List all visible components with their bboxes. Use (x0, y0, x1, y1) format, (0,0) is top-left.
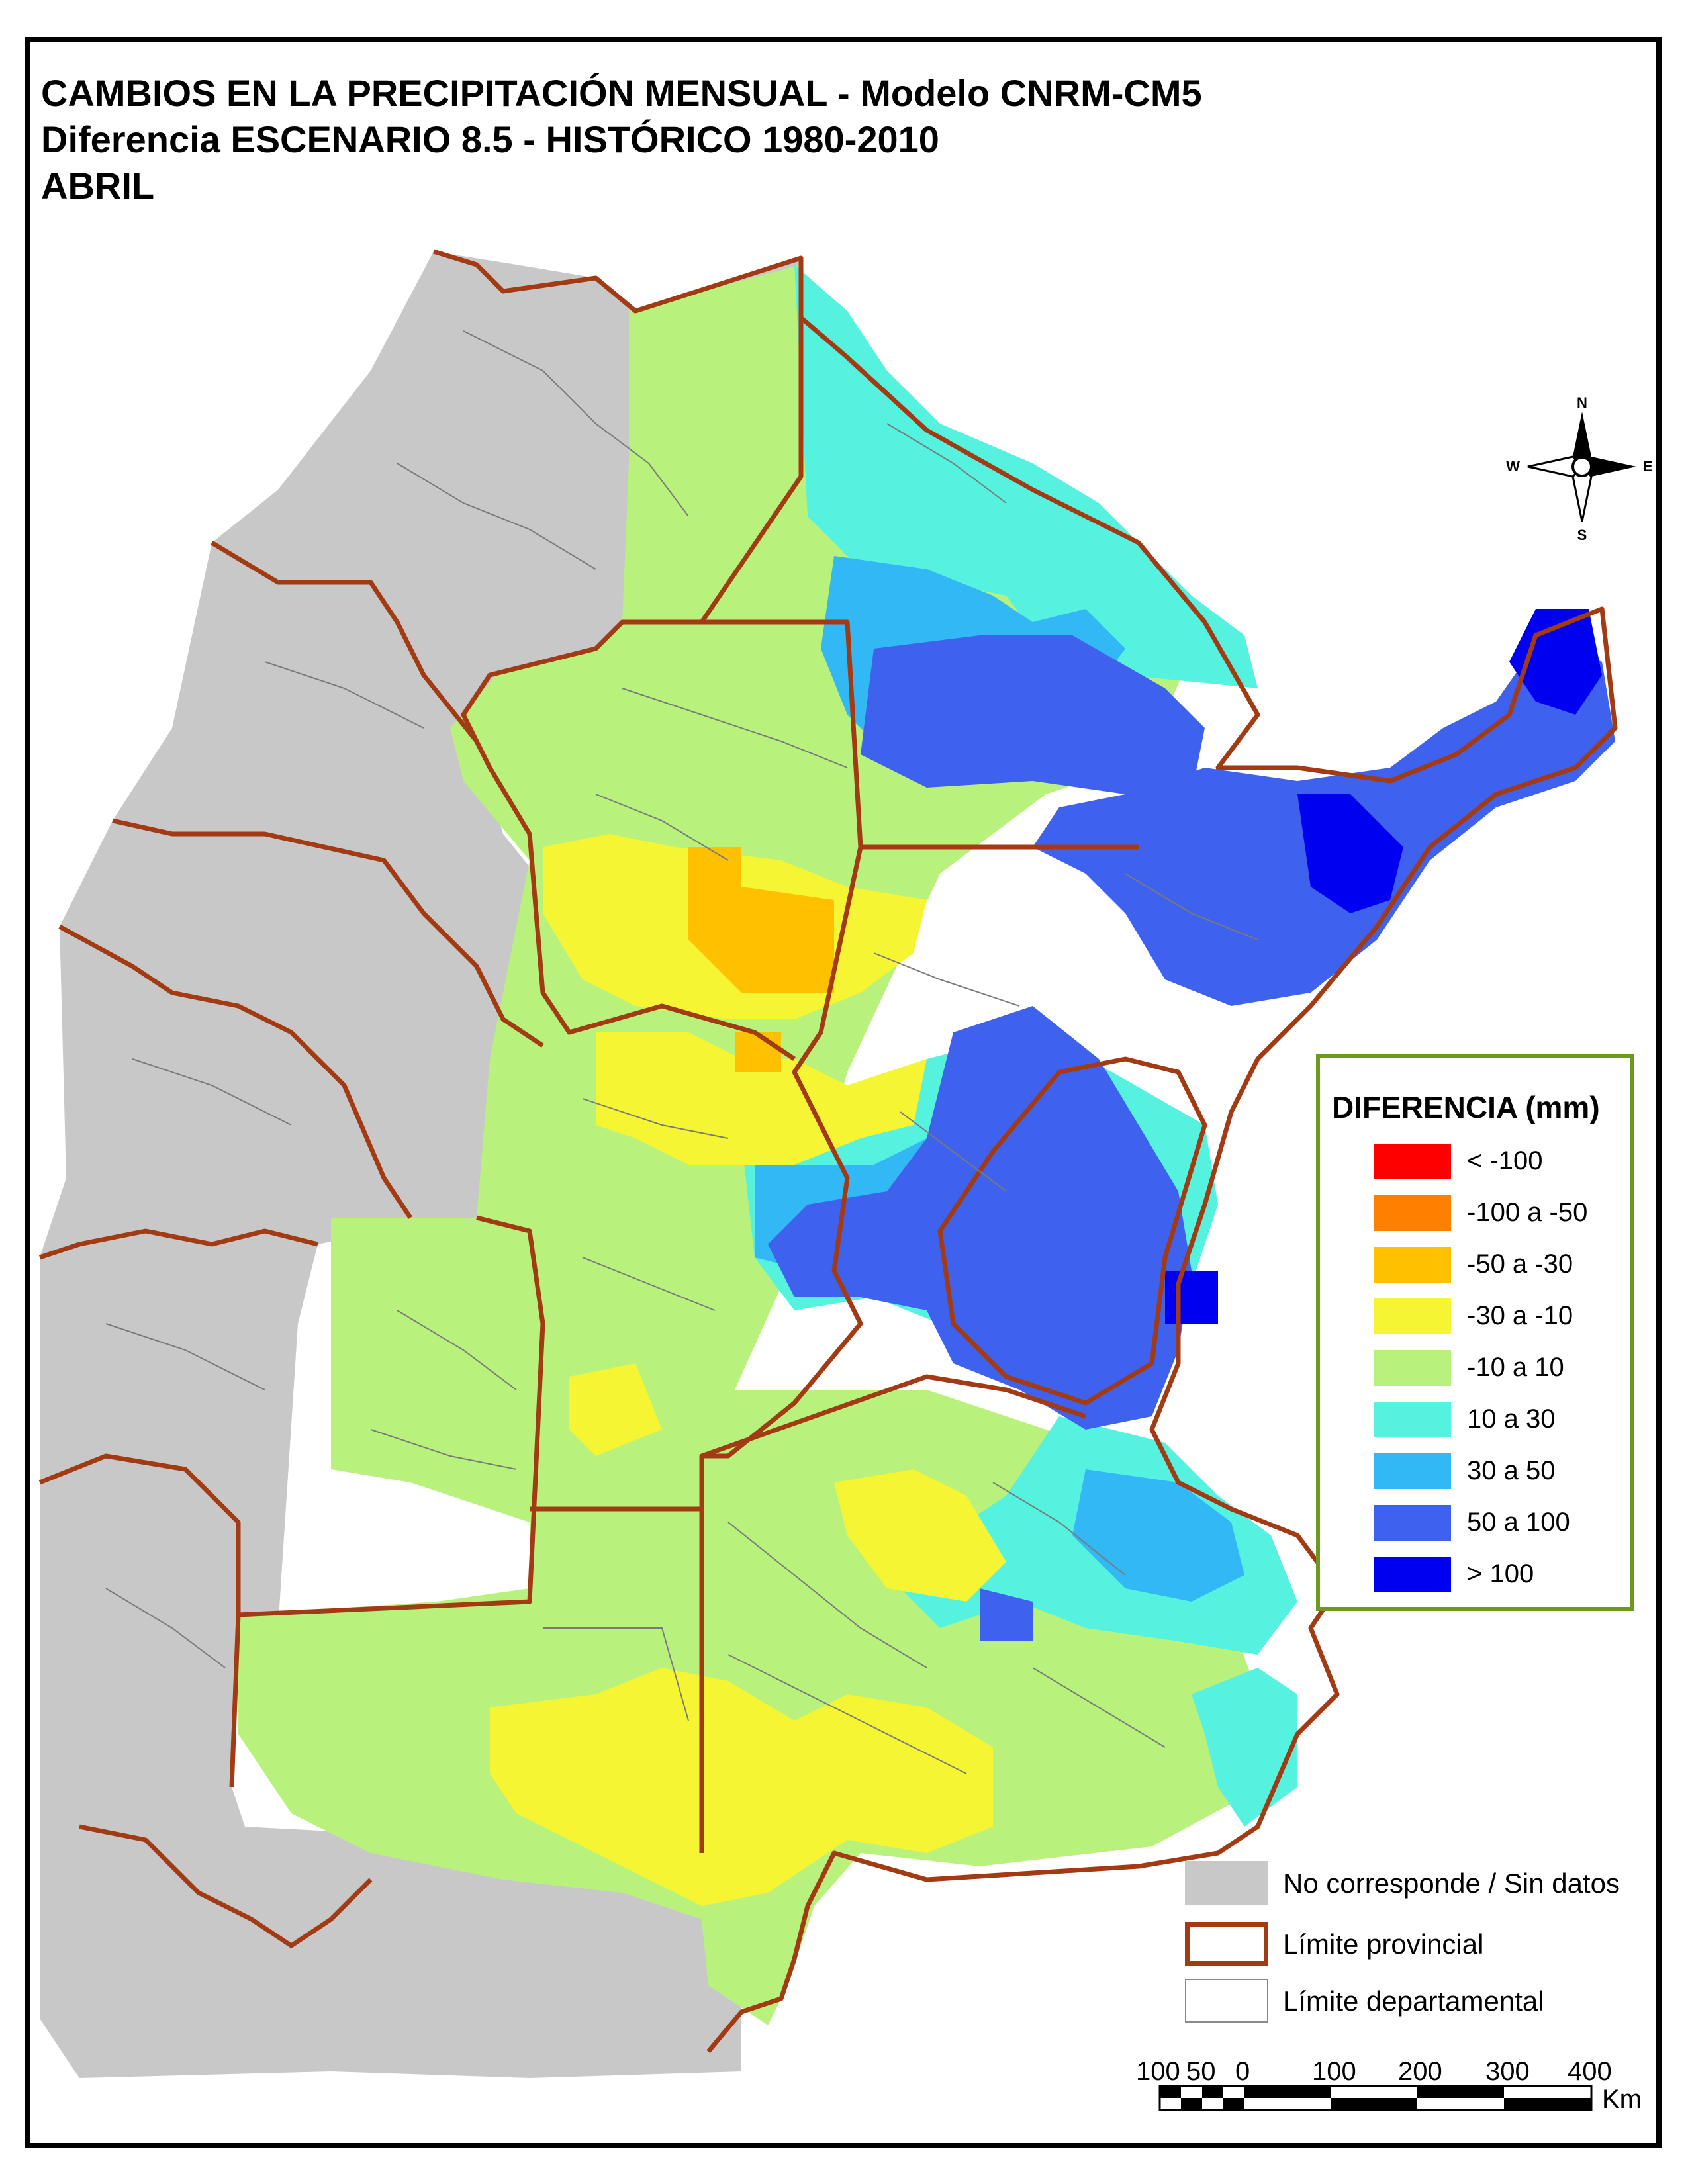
legend-swatch (1374, 1453, 1451, 1489)
province-limit-river (937, 1056, 1207, 1406)
region-10-to-30-south (1192, 1668, 1297, 1827)
province-limit-west-4 (38, 1228, 318, 1260)
legend-swatch (1374, 1144, 1451, 1179)
region-30-to-50-east (1072, 1469, 1244, 1602)
region-over-100-centre (1165, 1271, 1218, 1324)
region-over-100-tip (1509, 609, 1602, 715)
region-50-to-100-south (980, 1588, 1033, 1641)
province-limit-north-west (432, 249, 804, 1061)
legend-swatch (1374, 1402, 1451, 1437)
map-titles: CAMBIOS EN LA PRECIPITACIÓN MENSUAL - Mo… (41, 70, 1202, 209)
legend-panel: DIFERENCIA (mm) < -100 -100 a -50 -50 a … (1316, 1054, 1634, 1611)
region-minus30-to-minus10-east (834, 1469, 1006, 1602)
map-title-line-1: CAMBIOS EN LA PRECIPITACIÓN MENSUAL - Mo… (41, 72, 1202, 114)
scale-label-300: 300 (1485, 2057, 1530, 2086)
scale-bar (1158, 2085, 1593, 2111)
no-data-area (40, 251, 801, 2078)
legend-swatch (1374, 1298, 1451, 1334)
legend-swatch (1374, 1505, 1451, 1541)
scale-label-400: 400 (1568, 2057, 1612, 2086)
province-limit-west-2 (112, 818, 544, 1048)
compass-e-label: E (1643, 458, 1653, 475)
region-minus30-to-minus10-south (490, 1668, 993, 1906)
scale-label-0: 0 (1235, 2057, 1250, 2086)
legend-label: -10 a 10 (1467, 1353, 1564, 1382)
legend-swatch (1374, 1195, 1451, 1231)
scale-label-100-left: 100 (1136, 2057, 1180, 2086)
legend-label: -100 a -50 (1467, 1198, 1588, 1227)
scale-label-50: 50 (1186, 2057, 1216, 2086)
key-department-limit-label: Límite departamental (1283, 1985, 1544, 2017)
region-minus50-to-minus30 (688, 847, 834, 993)
legend-swatch (1374, 1557, 1451, 1592)
province-limit-west-3 (58, 924, 412, 1219)
legend-label: 50 a 100 (1467, 1508, 1570, 1537)
province-limit-east-coast (706, 316, 1618, 2054)
legend-title: DIFERENCIA (mm) (1332, 1090, 1600, 1124)
department-limits (105, 330, 1258, 1774)
region-50-to-100-north (861, 635, 1205, 794)
key-province-limit-swatch (1185, 1922, 1268, 1966)
province-limits (38, 249, 1618, 2054)
scale-label-200: 200 (1398, 2057, 1442, 2086)
legend-label: -30 a -10 (1467, 1301, 1573, 1330)
province-limit-centre-west (229, 1215, 545, 1788)
key-no-data-label: No corresponde / Sin datos (1283, 1868, 1620, 1899)
key-department-limit-swatch (1185, 1979, 1268, 2023)
legend-label: -50 a -30 (1467, 1250, 1573, 1279)
compass-w-label: W (1506, 458, 1520, 475)
region-10-to-30-north (794, 265, 1258, 688)
province-limit-west-6 (79, 1824, 373, 1948)
legend-label: 10 a 30 (1467, 1404, 1556, 1433)
scale-label-100: 100 (1312, 2057, 1356, 2086)
key-no-data-swatch (1185, 1861, 1268, 1905)
compass-n-label: N (1577, 394, 1587, 411)
legend-label: < -100 (1467, 1146, 1543, 1175)
key-province-limit-label: Límite provincial (1283, 1929, 1484, 1960)
province-limit-west-5 (38, 1453, 241, 1615)
map-title-line-2: Diferencia ESCENARIO 8.5 - HISTÓRICO 198… (41, 118, 939, 160)
region-minus50-to-minus30-small (735, 1032, 781, 1072)
region-50-to-100-centre (768, 1006, 1192, 1430)
province-limit-pampa (700, 1374, 1087, 1459)
legend-label: > 100 (1467, 1559, 1534, 1588)
north-arrow-compass: N S W E (1506, 394, 1652, 543)
legend-swatch (1374, 1350, 1451, 1386)
scale-unit-label: Km (1602, 2085, 1642, 2114)
map-title-line-3: ABRIL (41, 165, 155, 206)
region-minus30-to-minus10-west (569, 1363, 662, 1456)
region-minus30-to-minus10-centre (596, 1032, 927, 1165)
compass-s-label: S (1577, 527, 1587, 543)
province-limit-interior (622, 619, 863, 1853)
legend-swatch (1374, 1247, 1451, 1283)
precipitation-regions (238, 265, 1615, 2025)
legend-label: 30 a 50 (1467, 1456, 1556, 1485)
province-limit-west-1 (211, 540, 479, 743)
region-over-100-east (1297, 794, 1403, 913)
